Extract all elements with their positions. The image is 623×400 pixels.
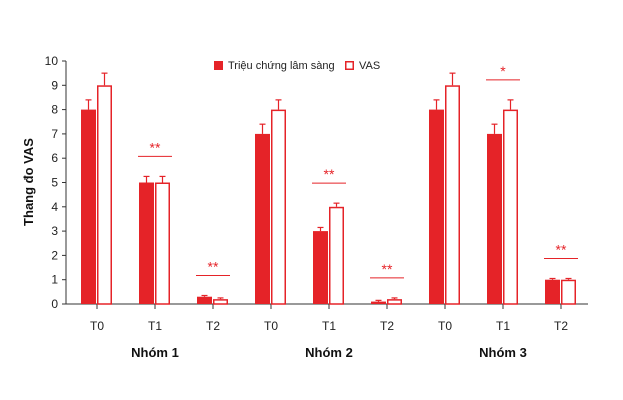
significance-marker: ** [556, 241, 567, 257]
y-tick-label: 7 [51, 127, 58, 141]
legend-swatch-vas [345, 61, 354, 70]
significance-marker: ** [382, 261, 393, 277]
legend-label-vas: VAS [359, 60, 380, 72]
x-tick-label: T1 [148, 319, 162, 333]
bar-trieu-chung [81, 109, 96, 304]
bar-vas [329, 206, 344, 305]
significance-marker: ** [324, 166, 335, 182]
bar-trieu-chung [313, 231, 328, 304]
y-tick-label: 10 [45, 54, 59, 68]
bar-vas [271, 109, 286, 305]
x-tick-label: T0 [264, 319, 278, 333]
bar-trieu-chung [371, 301, 386, 304]
x-tick-label: T0 [90, 319, 104, 333]
group-label: Nhóm 3 [479, 345, 527, 360]
bar-trieu-chung [429, 109, 444, 304]
bar-vas [213, 299, 228, 305]
y-tick-label: 3 [51, 224, 58, 238]
group-label: Nhóm 2 [305, 345, 353, 360]
x-tick-label: T1 [322, 319, 336, 333]
significance-marker: * [500, 63, 506, 79]
y-tick-label: 5 [51, 176, 58, 190]
group-label: Nhóm 1 [131, 345, 179, 360]
bar-vas [155, 182, 170, 305]
x-tick-label: T2 [554, 319, 568, 333]
bar-vas [445, 85, 460, 305]
bar-trieu-chung [255, 133, 270, 304]
y-tick-label: 2 [51, 248, 58, 262]
significance-marker: ** [150, 139, 161, 155]
y-axis-title: Thang đo VAS [21, 138, 36, 226]
y-tick-label: 8 [51, 103, 58, 117]
bar-vas [503, 109, 518, 305]
bar-vas [561, 279, 576, 305]
bar-trieu-chung [545, 279, 560, 304]
x-tick-label: T2 [380, 319, 394, 333]
x-tick-label: T0 [438, 319, 452, 333]
x-tick-label: T1 [496, 319, 510, 333]
bar-trieu-chung [197, 296, 212, 304]
x-tick-label: T2 [206, 319, 220, 333]
y-tick-label: 0 [51, 297, 58, 311]
bar-trieu-chung [487, 133, 502, 304]
y-tick-label: 1 [51, 273, 58, 287]
bar-vas [97, 85, 112, 305]
legend-label-trieu-chung: Triệu chứng lâm sàng [228, 60, 335, 72]
significance-marker: ** [208, 258, 219, 274]
y-tick-label: 6 [51, 151, 58, 165]
y-tick-label: 4 [51, 200, 58, 214]
legend-swatch-trieu-chung [214, 61, 223, 70]
bar-trieu-chung [139, 182, 154, 304]
bar-vas [387, 299, 402, 305]
y-tick-label: 9 [51, 78, 58, 92]
